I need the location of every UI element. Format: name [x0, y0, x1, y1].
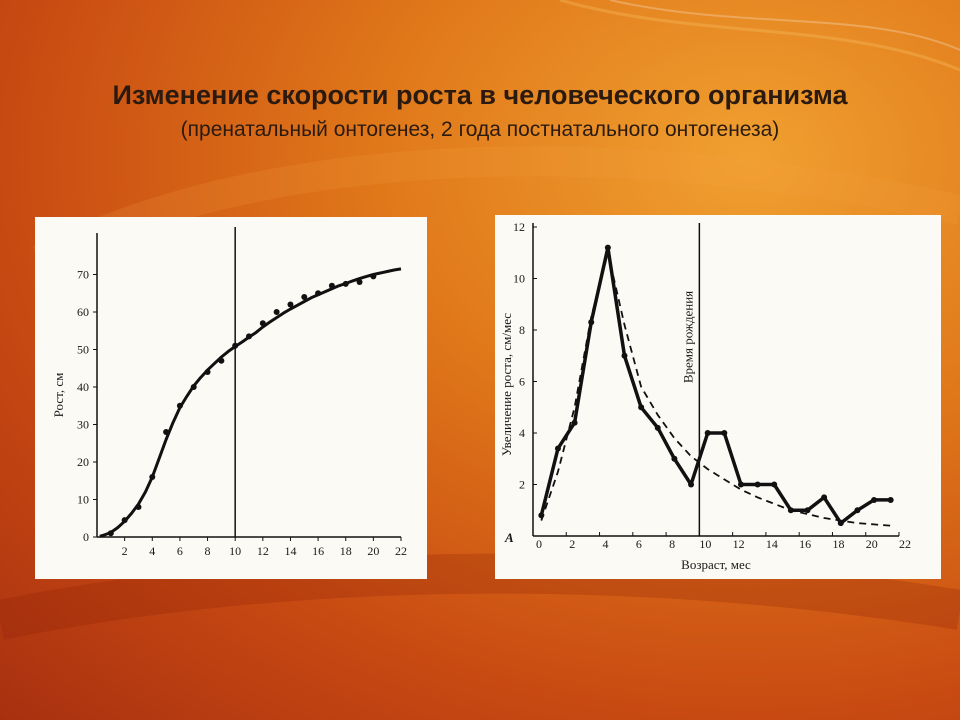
- x-tick-label: 20: [367, 544, 379, 558]
- data-point: [315, 290, 322, 297]
- data-point: [301, 294, 308, 300]
- data-point: [190, 384, 197, 390]
- x-tick-label: 10: [699, 537, 711, 551]
- x-tick-label: 2: [122, 544, 128, 558]
- y-axis-label: Увеличение роста, см/мес: [499, 313, 514, 456]
- y-tick-label: 70: [77, 268, 89, 282]
- data-point: [149, 474, 156, 480]
- x-tick-label: 0: [536, 537, 542, 551]
- x-tick-label: 10: [229, 544, 241, 558]
- data-point: [163, 429, 170, 435]
- growth-rate-chart: 2 4 6 8 10 12 0 2 4 6 8 10 12 14 16 18 20 22 Увеличение ро…: [499, 220, 911, 572]
- y-tick-label: 6: [519, 375, 525, 389]
- x-tick-label: 16: [312, 544, 324, 558]
- height-chart: 0 10 20 30 40 50 60 70 2 4 6 8 10 12 14 16 18 20 22 Рост, с…: [51, 227, 407, 558]
- x-tick-label: 16: [799, 537, 811, 551]
- data-point: [370, 273, 377, 280]
- height-curve: [99, 267, 402, 538]
- data-point: [671, 455, 678, 462]
- data-point: [721, 430, 728, 436]
- y-tick-label: 2: [519, 478, 525, 492]
- y-tick-label: 10: [77, 493, 89, 507]
- y-tick-label: 40: [77, 380, 89, 394]
- data-point: [328, 282, 335, 289]
- data-point: [704, 430, 711, 436]
- x-tick-label: 12: [257, 544, 269, 558]
- data-point: [754, 481, 761, 488]
- x-tick-label: 8: [669, 537, 675, 551]
- data-point: [121, 517, 128, 524]
- birth-annotation: Время рождения: [680, 291, 695, 383]
- y-tick-label: 30: [77, 418, 89, 432]
- x-tick-label: 22: [395, 544, 407, 558]
- data-point: [204, 369, 211, 375]
- data-point: [688, 481, 695, 488]
- data-point: [621, 352, 628, 359]
- data-point: [804, 507, 811, 514]
- data-point: [654, 424, 661, 431]
- x-tick-label: 4: [603, 537, 609, 551]
- data-point: [854, 507, 861, 514]
- height-chart-panel: 0 10 20 30 40 50 60 70 2 4 6 8 10 12 14 16 18 20 22 Рост, с…: [35, 217, 427, 579]
- data-point: [287, 301, 294, 308]
- data-point: [554, 445, 561, 452]
- data-point: [588, 319, 595, 326]
- y-axis-label: Рост, см: [51, 373, 66, 418]
- x-tick-label: 22: [899, 537, 911, 551]
- growth-rate-curve: [539, 245, 891, 525]
- data-point: [218, 357, 225, 364]
- data-point: [273, 309, 280, 315]
- data-point: [356, 279, 363, 285]
- y-tick-label: 10: [513, 272, 525, 286]
- data-point: [259, 320, 266, 327]
- x-tick-label: 12: [733, 537, 745, 551]
- data-point: [246, 333, 252, 340]
- panel-label: А: [504, 530, 514, 545]
- y-tick-label: 20: [77, 455, 89, 469]
- x-tick-label: 18: [832, 537, 844, 551]
- data-point: [871, 496, 878, 503]
- data-point: [342, 280, 349, 287]
- y-tick-label: 60: [77, 305, 89, 319]
- y-tick-label: 50: [77, 343, 89, 357]
- data-point: [135, 504, 142, 510]
- y-tick-label: 8: [519, 323, 525, 337]
- x-tick-label: 14: [766, 537, 778, 551]
- y-tick-label: 0: [83, 530, 89, 544]
- trend-curve-dashed: [540, 252, 891, 527]
- data-point: [821, 494, 828, 501]
- data-point: [771, 481, 778, 488]
- data-point: [604, 244, 611, 251]
- data-point: [176, 402, 183, 409]
- data-point: [232, 342, 239, 349]
- data-point: [571, 419, 578, 426]
- data-point: [837, 520, 844, 527]
- growth-rate-chart-panel: 2 4 6 8 10 12 0 2 4 6 8 10 12 14 16 18 20 22 Увеличение ро…: [495, 215, 941, 579]
- x-tick-label: 18: [340, 544, 352, 558]
- x-tick-label: 6: [177, 544, 183, 558]
- data-point: [737, 481, 744, 488]
- x-tick-label: 14: [284, 544, 296, 558]
- x-tick-label: 4: [149, 544, 155, 558]
- slide-subtitle: (пренатальный онтогенез, 2 года постната…: [180, 118, 780, 141]
- x-tick-label: 6: [636, 537, 642, 551]
- x-tick-label: 20: [866, 537, 878, 551]
- data-point: [787, 507, 794, 514]
- x-tick-label: 8: [205, 544, 211, 558]
- y-tick-label: 12: [513, 220, 525, 234]
- data-point: [538, 512, 545, 519]
- data-point: [638, 404, 645, 411]
- x-axis-label: Возраст, мес: [681, 557, 751, 572]
- x-tick-label: 2: [569, 537, 575, 551]
- data-point: [107, 530, 114, 537]
- y-tick-label: 4: [519, 426, 525, 440]
- slide-title: Изменение скорости роста в человеческого…: [112, 80, 848, 110]
- data-point: [887, 496, 894, 503]
